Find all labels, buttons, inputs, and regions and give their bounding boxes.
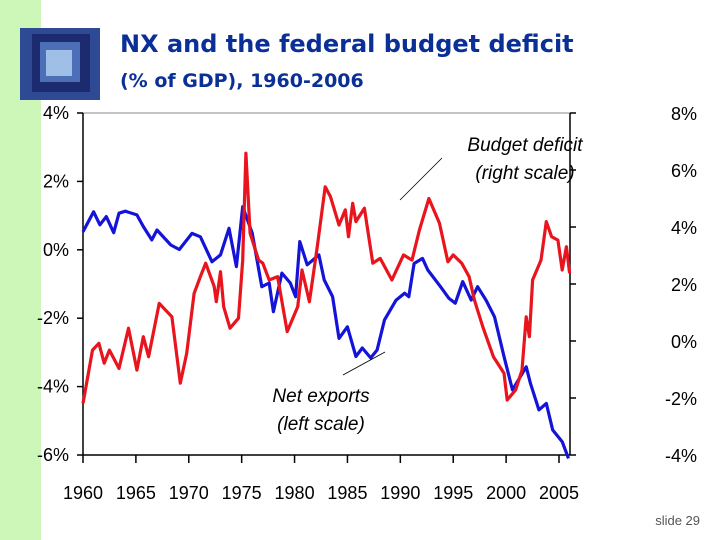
- slide-number: slide 29: [655, 513, 700, 528]
- x-tick-label: 1995: [433, 483, 473, 503]
- annotation-label: Budget deficit: [467, 135, 583, 156]
- slide-subtitle: (% of GDP), 1960-2006: [120, 70, 364, 92]
- right-tick-label: -2%: [665, 389, 697, 409]
- x-tick-label: 1980: [275, 483, 315, 503]
- left-tick-label: 0%: [43, 240, 69, 260]
- series-line-net-exports: [81, 205, 570, 459]
- logo-image: [20, 28, 100, 100]
- left-tick-label: 4%: [43, 103, 69, 123]
- net-exports-leader-line: [342, 351, 386, 376]
- right-tick-label: 4%: [671, 218, 697, 238]
- x-tick-label: 1965: [116, 483, 156, 503]
- left-tick-label: -2%: [37, 308, 69, 328]
- annotation-label: (right scale): [475, 163, 574, 184]
- left-tick-label: -6%: [37, 445, 69, 465]
- left-tick-label: 2%: [43, 171, 69, 191]
- x-tick-label: 1960: [63, 483, 103, 503]
- x-tick-label: 1970: [169, 483, 209, 503]
- right-tick-label: -4%: [665, 446, 697, 466]
- annotation-label: (left scale): [277, 414, 365, 435]
- right-tick-label: 6%: [671, 161, 697, 181]
- left-tick-label: -4%: [37, 377, 69, 397]
- annotation-label: Net exports: [272, 386, 370, 407]
- right-tick-label: 2%: [671, 275, 697, 295]
- series-line-budget-deficit: [81, 151, 572, 404]
- x-tick-label: 2005: [539, 483, 579, 503]
- x-tick-label: 2000: [486, 483, 526, 503]
- slide-title: NX and the federal budget deficit: [120, 30, 574, 58]
- x-tick-label: 1985: [327, 483, 367, 503]
- budget-deficit-leader-line: [399, 157, 443, 201]
- right-tick-label: 0%: [671, 332, 697, 352]
- x-tick-label: 1975: [222, 483, 262, 503]
- right-tick-label: 8%: [671, 104, 697, 124]
- x-tick-label: 1990: [380, 483, 420, 503]
